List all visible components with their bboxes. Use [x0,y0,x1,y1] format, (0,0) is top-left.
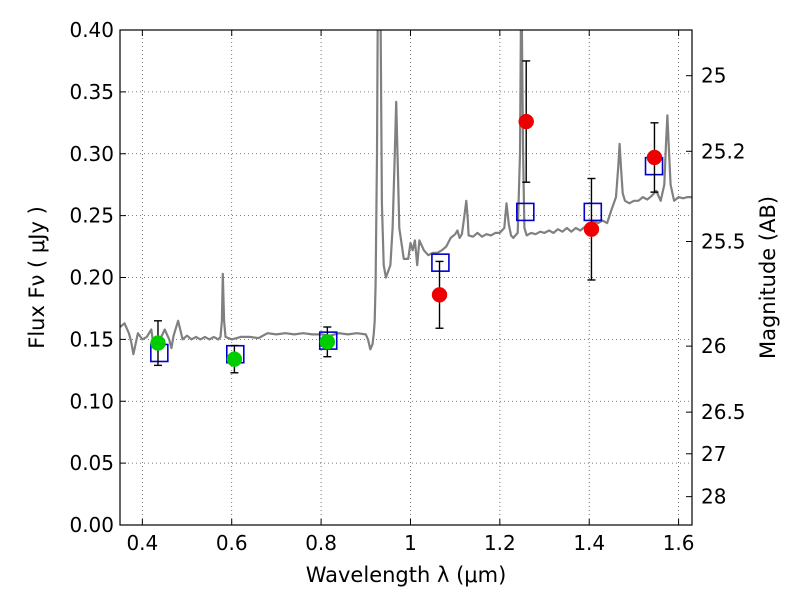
right-tick-label: 25 [701,64,726,88]
right-tick-label: 28 [701,485,726,509]
optical-data-point [150,335,166,351]
optical-data-point [226,351,243,367]
model-square [516,202,535,222]
x-tick-label: 0.4 [126,531,158,555]
nir-data-point [583,221,600,237]
right-tick-label: 25.2 [701,139,746,163]
x-tick-label: 1.4 [573,531,605,555]
spectrum-line [120,30,692,356]
x-tick-label: 1.6 [663,531,695,555]
x-tick-label: 0.6 [216,531,248,555]
right-axis-label: Magnitude (AB) [756,196,780,359]
y-tick-label: 0.10 [69,389,114,413]
nir-data-point [646,149,663,166]
right-tick-label: 25.5 [701,230,746,254]
plot-area [120,30,692,374]
axis-ticks: 0.4 0.6 0.8 1 1.2 1.4 1.6 0.00 0.05 0.10 0.15 0.20 0… [69,18,745,555]
grid [120,30,692,525]
model-square [583,202,603,222]
x-axis-label: Wavelength λ (μm) [306,563,507,587]
y-tick-label: 0.00 [69,513,114,537]
model-square [431,253,450,272]
y-tick-label: 0.20 [69,266,114,290]
x-tick-label: 1 [404,531,417,555]
plot-frame [119,29,693,526]
right-tick-label: 26.5 [701,400,746,424]
y-tick-label: 0.30 [69,142,114,166]
x-tick-label: 1.2 [484,531,516,555]
right-tick-label: 26 [701,334,726,358]
y-tick-label: 0.15 [69,327,114,351]
x-tick-label: 0.8 [305,531,337,555]
y-tick-label: 0.25 [69,204,114,228]
nir-data-point [518,113,534,130]
right-tick-label: 27 [701,442,726,466]
optical-data-point [319,334,336,350]
y-tick-label: 0.40 [69,18,114,42]
y-axis-label: Flux Fν ( μJy ) [25,206,49,349]
y-tick-label: 0.35 [69,80,114,104]
nir-data-point [431,287,448,303]
y-tick-label: 0.05 [69,451,114,475]
